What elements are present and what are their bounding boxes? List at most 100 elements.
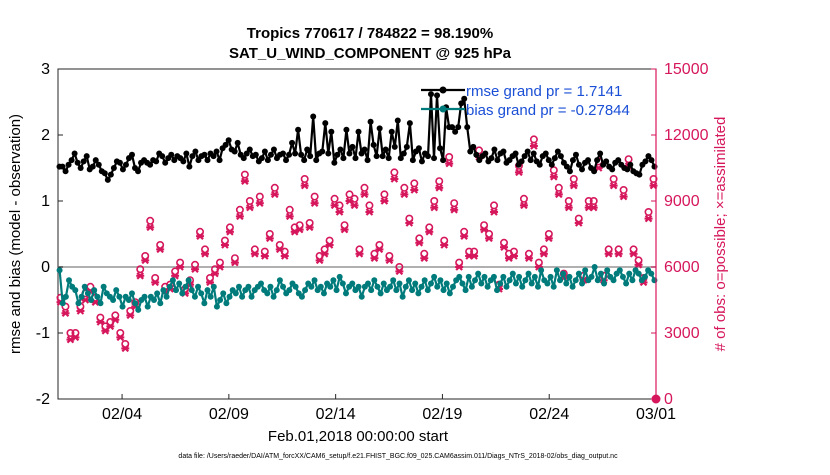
- bias-point: [490, 273, 497, 280]
- bias-point: [169, 277, 176, 284]
- x-tick-label: 02/19: [422, 406, 462, 423]
- bias-point: [258, 280, 265, 287]
- rmse-point: [379, 153, 386, 160]
- bias-point: [569, 283, 576, 290]
- bias-point: [298, 293, 305, 300]
- x-tick-label: 02/04: [102, 406, 142, 423]
- bias-point: [601, 280, 608, 287]
- obs-assimilated-marker: [325, 241, 334, 249]
- rmse-point: [473, 151, 480, 158]
- obs-assimilated-marker: [554, 190, 563, 199]
- obs-assimilated-marker: [455, 263, 464, 271]
- bias-point: [427, 280, 434, 287]
- bias-point: [431, 273, 438, 280]
- obs-assimilated-marker: [634, 261, 643, 269]
- obs-assimilated-marker: [355, 250, 364, 258]
- rmse-point: [627, 161, 634, 168]
- obs-assimilated-marker: [215, 263, 224, 271]
- bias-point: [97, 300, 104, 307]
- rmse-point: [89, 163, 96, 170]
- rmse-point: [162, 159, 169, 166]
- bias-point: [560, 270, 567, 277]
- bias-point: [374, 283, 381, 290]
- bias-point: [475, 270, 482, 277]
- bias-point: [213, 303, 220, 310]
- bias-point: [399, 293, 406, 300]
- obs-possible-marker: [360, 183, 369, 192]
- bias-point: [81, 283, 88, 290]
- rmse-point: [488, 155, 495, 162]
- rmse-point: [289, 139, 296, 146]
- obs-assimilated-marker: [205, 278, 214, 287]
- rmse-point: [440, 157, 447, 164]
- rmse-point: [376, 125, 383, 132]
- bias-point: [365, 280, 372, 287]
- obs-assimilated-marker: [136, 272, 145, 280]
- y-tick-label-right: 9000: [664, 193, 700, 210]
- rmse-point: [325, 150, 332, 157]
- bias-point: [371, 277, 378, 284]
- bias-point: [88, 297, 95, 303]
- rmse-point: [104, 176, 111, 183]
- rmse-point: [270, 146, 277, 153]
- rmse-point: [418, 158, 425, 165]
- obs-assimilated-marker: [116, 333, 125, 342]
- bias-point: [239, 293, 246, 300]
- obs-possible-marker: [345, 190, 354, 199]
- rmse-point: [403, 143, 410, 150]
- chart-title: Tropics 770617 / 784822 = 98.190%: [247, 25, 493, 42]
- bias-point: [390, 277, 397, 284]
- bias-point: [94, 293, 101, 300]
- bias-point: [286, 287, 293, 294]
- bias-point: [509, 270, 516, 277]
- rmse-point: [122, 161, 129, 168]
- rmse-point: [231, 148, 238, 155]
- obs-possible-marker: [619, 186, 628, 195]
- y-axis-label-left: rmse and bias (model - observation): [7, 114, 24, 354]
- obs-assimilated-marker: [151, 278, 160, 287]
- rmse-point: [458, 100, 465, 107]
- obs-assimilated-marker: [614, 250, 623, 258]
- obs-assimilated-marker: [375, 245, 384, 254]
- obs-assimilated-marker: [106, 322, 115, 331]
- obs-assimilated-marker: [480, 225, 489, 234]
- rmse-point: [397, 155, 404, 162]
- bias-point: [355, 283, 362, 290]
- rmse-point: [349, 143, 356, 150]
- rmse-point: [71, 150, 78, 157]
- rmse-point: [557, 153, 564, 160]
- bias-point: [210, 283, 217, 290]
- rmse-point: [234, 139, 241, 146]
- obs-assimilated-marker: [370, 254, 379, 262]
- bias-point: [557, 277, 564, 284]
- obs-assimilated-marker: [265, 234, 274, 243]
- bias-point: [59, 300, 66, 307]
- obs-assimilated-marker: [220, 241, 229, 249]
- chart-subtitle: SAT_U_WIND_COMPONENT @ 925 hPa: [229, 45, 512, 62]
- y-tick-label-right: 15000: [664, 61, 709, 78]
- rmse-point: [464, 124, 471, 131]
- obs-assimilated-marker: [275, 245, 284, 254]
- rmse-point: [382, 146, 389, 153]
- obs-assimilated-marker: [335, 208, 344, 216]
- rmse-point: [391, 143, 398, 150]
- rmse-point: [494, 157, 501, 164]
- bias-point: [629, 277, 636, 284]
- obs-assimilated-marker: [350, 201, 359, 210]
- bias-point: [465, 273, 472, 280]
- obs-assimilated-marker: [440, 241, 449, 249]
- bias-point: [478, 280, 485, 287]
- rmse-point: [355, 128, 362, 135]
- rmse-point: [642, 158, 649, 165]
- legend-bias-marker: [439, 105, 447, 113]
- bias-point: [141, 293, 148, 300]
- bias-point: [56, 267, 63, 274]
- bias-point: [276, 277, 283, 284]
- x-tick-label: 03/01: [636, 406, 676, 423]
- rmse-point: [240, 155, 247, 162]
- rmse-point: [343, 126, 350, 133]
- obs-assimilated-marker: [330, 201, 339, 210]
- obs-assimilated-marker: [629, 250, 638, 258]
- rmse-point: [119, 166, 126, 173]
